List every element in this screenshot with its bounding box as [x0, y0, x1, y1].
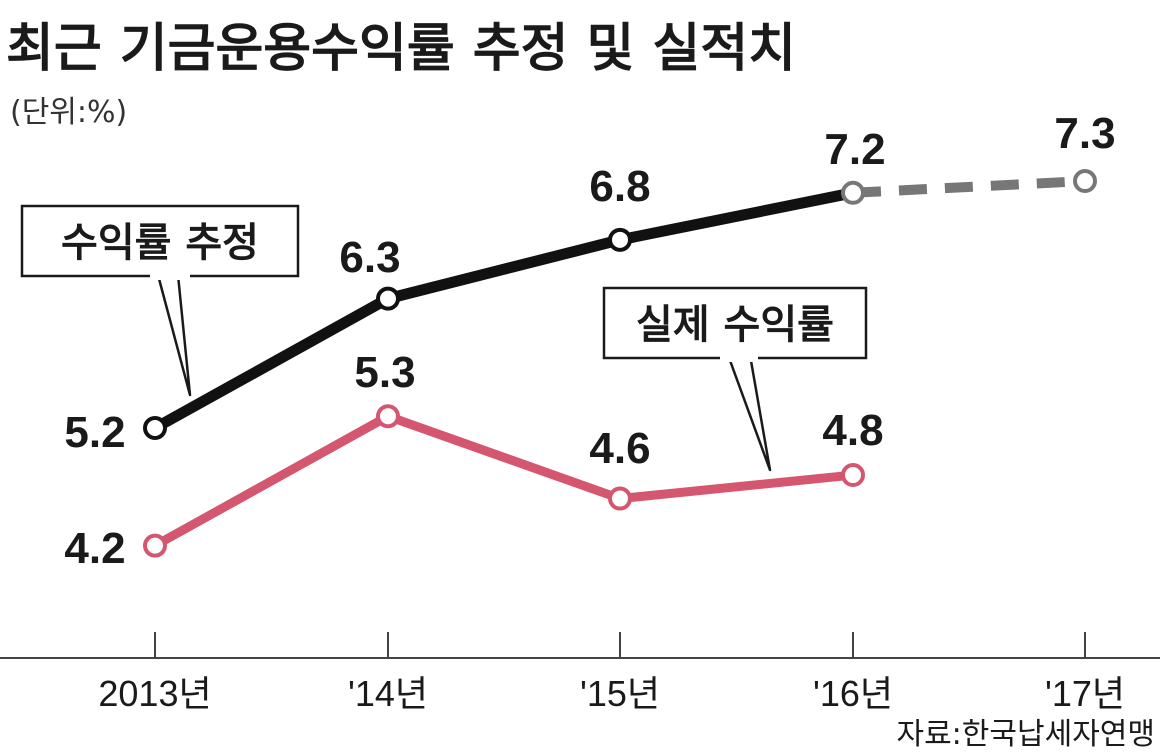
series-estimate-point-4	[1073, 169, 1097, 194]
x-tick-label-3: '16년	[813, 673, 893, 714]
series-actual-value-label-3: 4.8	[822, 406, 883, 455]
series-actual-point-0	[143, 533, 167, 558]
series-estimate-point-2	[608, 227, 632, 252]
x-tick-label-0: 2013년	[98, 673, 211, 714]
series-actual-value-label-0: 4.2	[64, 524, 125, 573]
series-estimate-value-label-2: 6.8	[589, 162, 650, 211]
series-actual-value-label-2: 4.6	[589, 424, 650, 473]
callout-actual: 실제 수익률	[602, 286, 868, 472]
series-estimate-point-0	[143, 416, 167, 440]
series-estimate-value-label-4: 7.3	[1054, 109, 1115, 158]
series-estimate-value-label-1: 6.3	[339, 233, 400, 282]
series-estimate-value-label-3: 7.2	[824, 125, 885, 174]
series-estimate-point-3	[841, 180, 865, 205]
series-estimate-line	[149, 187, 859, 434]
callout-actual-leader	[726, 353, 772, 472]
callout-actual-label: 실제 수익률	[636, 302, 834, 348]
series-actual-point-1	[376, 404, 400, 429]
series-actual-value-label-1: 5.3	[354, 348, 415, 397]
series-actual-point-3	[841, 463, 865, 488]
callout-estimate: 수익률 추정	[20, 204, 300, 397]
unit-note: (단위:%)	[10, 95, 127, 130]
callout-estimate-box	[20, 204, 300, 278]
series-actual-point-2	[608, 486, 632, 511]
plot-area: 5.2 6.3 6.8 7.2 7.3 4.2 5.3 4.6 4.8	[64, 109, 1115, 573]
x-axis-ticks	[154, 632, 1086, 658]
x-tick-label-1: '14년	[348, 673, 428, 714]
series-estimate-value-label-0: 5.2	[64, 408, 125, 457]
x-tick-label-4: '17년	[1045, 673, 1125, 714]
chart-title: 최근 기금운용수익률 추정 및 실적치	[6, 19, 796, 79]
series-estimate-point-1	[376, 286, 400, 311]
series-actual-line	[150, 411, 858, 551]
callout-estimate-leader	[156, 273, 192, 397]
series-estimate-projected-line	[852, 176, 1086, 198]
source-note: 자료:한국납세자연맹	[896, 717, 1155, 752]
x-tick-label-2: '15년	[580, 673, 660, 714]
callout-estimate-label: 수익률 추정	[61, 220, 259, 266]
x-axis-tick-labels: 2013년 '14년 '15년 '16년 '17년	[98, 673, 1125, 714]
